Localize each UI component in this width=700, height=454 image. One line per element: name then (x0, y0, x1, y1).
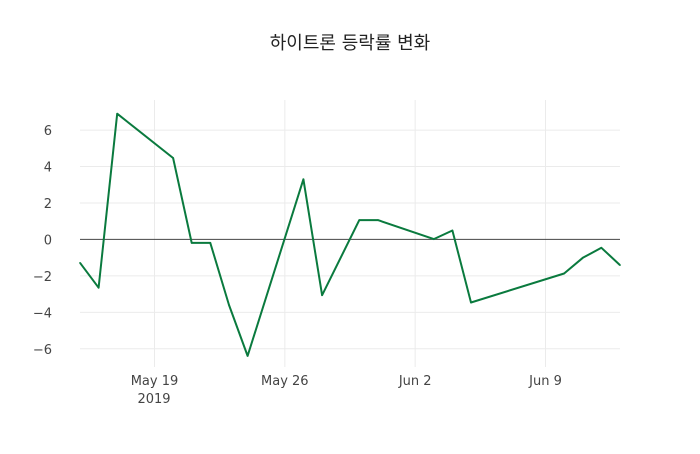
data-point (563, 272, 565, 275)
series-layer (79, 112, 621, 357)
data-point (321, 294, 323, 296)
data-point (172, 157, 174, 159)
y-tick-label: 4 (44, 161, 52, 176)
y-tick-label: −2 (33, 270, 52, 285)
x-tick-label: Jun 2 (398, 374, 432, 389)
data-point (619, 264, 621, 266)
x-tick-label: May 19 (131, 374, 179, 389)
data-point (302, 178, 305, 181)
data-point (246, 355, 249, 357)
x-tick-label: May 26 (261, 374, 309, 389)
gridlines (80, 100, 620, 367)
data-point (451, 229, 454, 232)
y-tick-label: 2 (44, 197, 52, 212)
chart-title: 하이트론 등락률 변화 (270, 33, 430, 54)
data-point (600, 247, 603, 249)
x-tick-label: Jun 9 (528, 374, 562, 389)
data-point (470, 301, 472, 304)
x-axis-ticks: May 19 May 26 Jun 2 Jun 9 (131, 374, 562, 389)
data-point (209, 242, 212, 244)
data-point (581, 257, 584, 259)
series-line (79, 112, 621, 357)
data-point (228, 304, 230, 306)
data-point (358, 219, 361, 221)
y-tick-label: 6 (44, 124, 52, 139)
data-point (79, 261, 81, 264)
data-point (432, 238, 435, 240)
data-point (97, 286, 100, 289)
x-tick-year-label: 2019 (137, 392, 170, 407)
data-point (116, 112, 119, 115)
y-tick-label: −4 (33, 306, 52, 321)
data-point (377, 219, 379, 221)
y-tick-label: 0 (44, 233, 52, 248)
y-axis-ticks: −6 −4 −2 0 2 4 6 (33, 124, 52, 358)
data-point (190, 242, 193, 244)
y-tick-label: −6 (33, 343, 52, 358)
